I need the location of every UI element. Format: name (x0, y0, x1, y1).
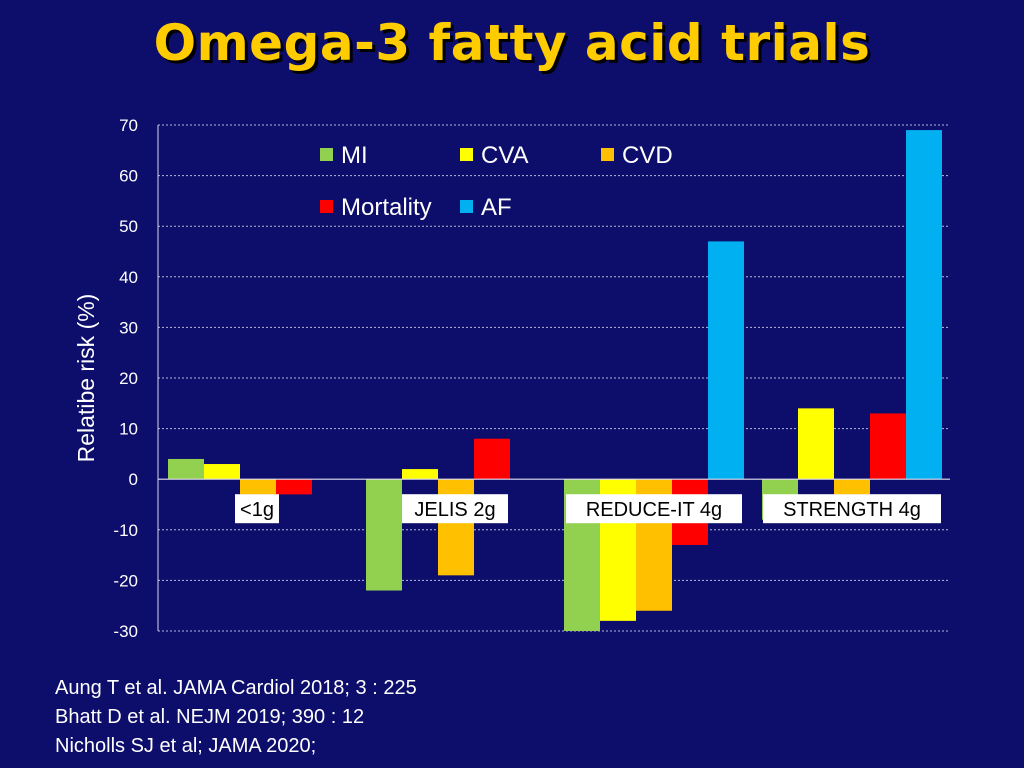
legend-swatch (460, 148, 473, 161)
y-tick-label: 10 (119, 420, 138, 439)
bar-af-3 (708, 241, 744, 480)
legend-swatch (601, 148, 614, 161)
reference-2: Bhatt D et al. NEJM 2019; 390 : 12 (55, 706, 365, 728)
legend: MI CVA CVD Mortality AF (320, 142, 673, 221)
y-tick-label: -10 (113, 521, 138, 540)
y-tick-label: -20 (113, 571, 138, 590)
bar-cvd-4 (834, 479, 870, 495)
y-tick-label: 0 (129, 470, 138, 489)
bar-cvd-2 (438, 479, 474, 576)
y-tick-label: 20 (119, 369, 138, 388)
category-label: JELIS 2g (414, 499, 495, 521)
bar-cva-2 (402, 469, 438, 480)
bar-mortality-4 (870, 413, 906, 480)
bar-mortality-1 (276, 479, 312, 495)
bar-cvd-1 (240, 479, 276, 495)
bar-mi-2 (366, 479, 402, 591)
legend-label: CVD (622, 142, 673, 169)
legend-label: MI (341, 142, 368, 169)
reference-1: Aung T et al. JAMA Cardiol 2018; 3 : 225 (55, 677, 417, 699)
references: Aung T et al. JAMA Cardiol 2018; 3 : 225… (55, 674, 417, 761)
y-tick-label: 50 (119, 217, 138, 236)
bar-cva-4 (798, 408, 834, 480)
legend-swatch (320, 200, 333, 213)
category-label-box (566, 494, 742, 524)
legend-label: Mortality (341, 194, 432, 221)
axes: 70 60 50 40 30 20 10 0 -10 -20 -30 (113, 116, 950, 641)
category-labels: <1g JELIS 2g REDUCE-IT 4g STRENGTH 4g (235, 494, 941, 524)
category-label-box (235, 494, 279, 524)
legend-swatch (320, 148, 333, 161)
y-tick-label: 40 (119, 268, 138, 287)
legend-label: CVA (481, 142, 529, 169)
legend-swatch (460, 200, 473, 213)
y-axis-label: Relatibe risk (%) (73, 294, 99, 463)
category-label-box (402, 494, 508, 524)
category-label: <1g (240, 499, 274, 521)
y-tick-label: 70 (119, 116, 138, 135)
category-label: STRENGTH 4g (783, 499, 921, 521)
gridlines (158, 124, 950, 632)
slide-title: Omega-3 fatty acid trials (153, 14, 871, 72)
reference-3: Nicholls SJ et al; JAMA 2020; (55, 735, 317, 757)
category-label: REDUCE-IT 4g (586, 499, 722, 521)
y-tick-label: 60 (119, 167, 138, 186)
y-tick-label: 30 (119, 318, 138, 337)
bars (168, 130, 942, 631)
y-tick-label: -30 (113, 622, 138, 641)
bar-af-4 (906, 130, 942, 480)
bar-mi-1 (168, 458, 204, 480)
bar-cva-1 (204, 464, 240, 480)
category-label-box (763, 494, 941, 524)
bar-mortality-2 (474, 438, 510, 480)
legend-label: AF (481, 194, 512, 221)
